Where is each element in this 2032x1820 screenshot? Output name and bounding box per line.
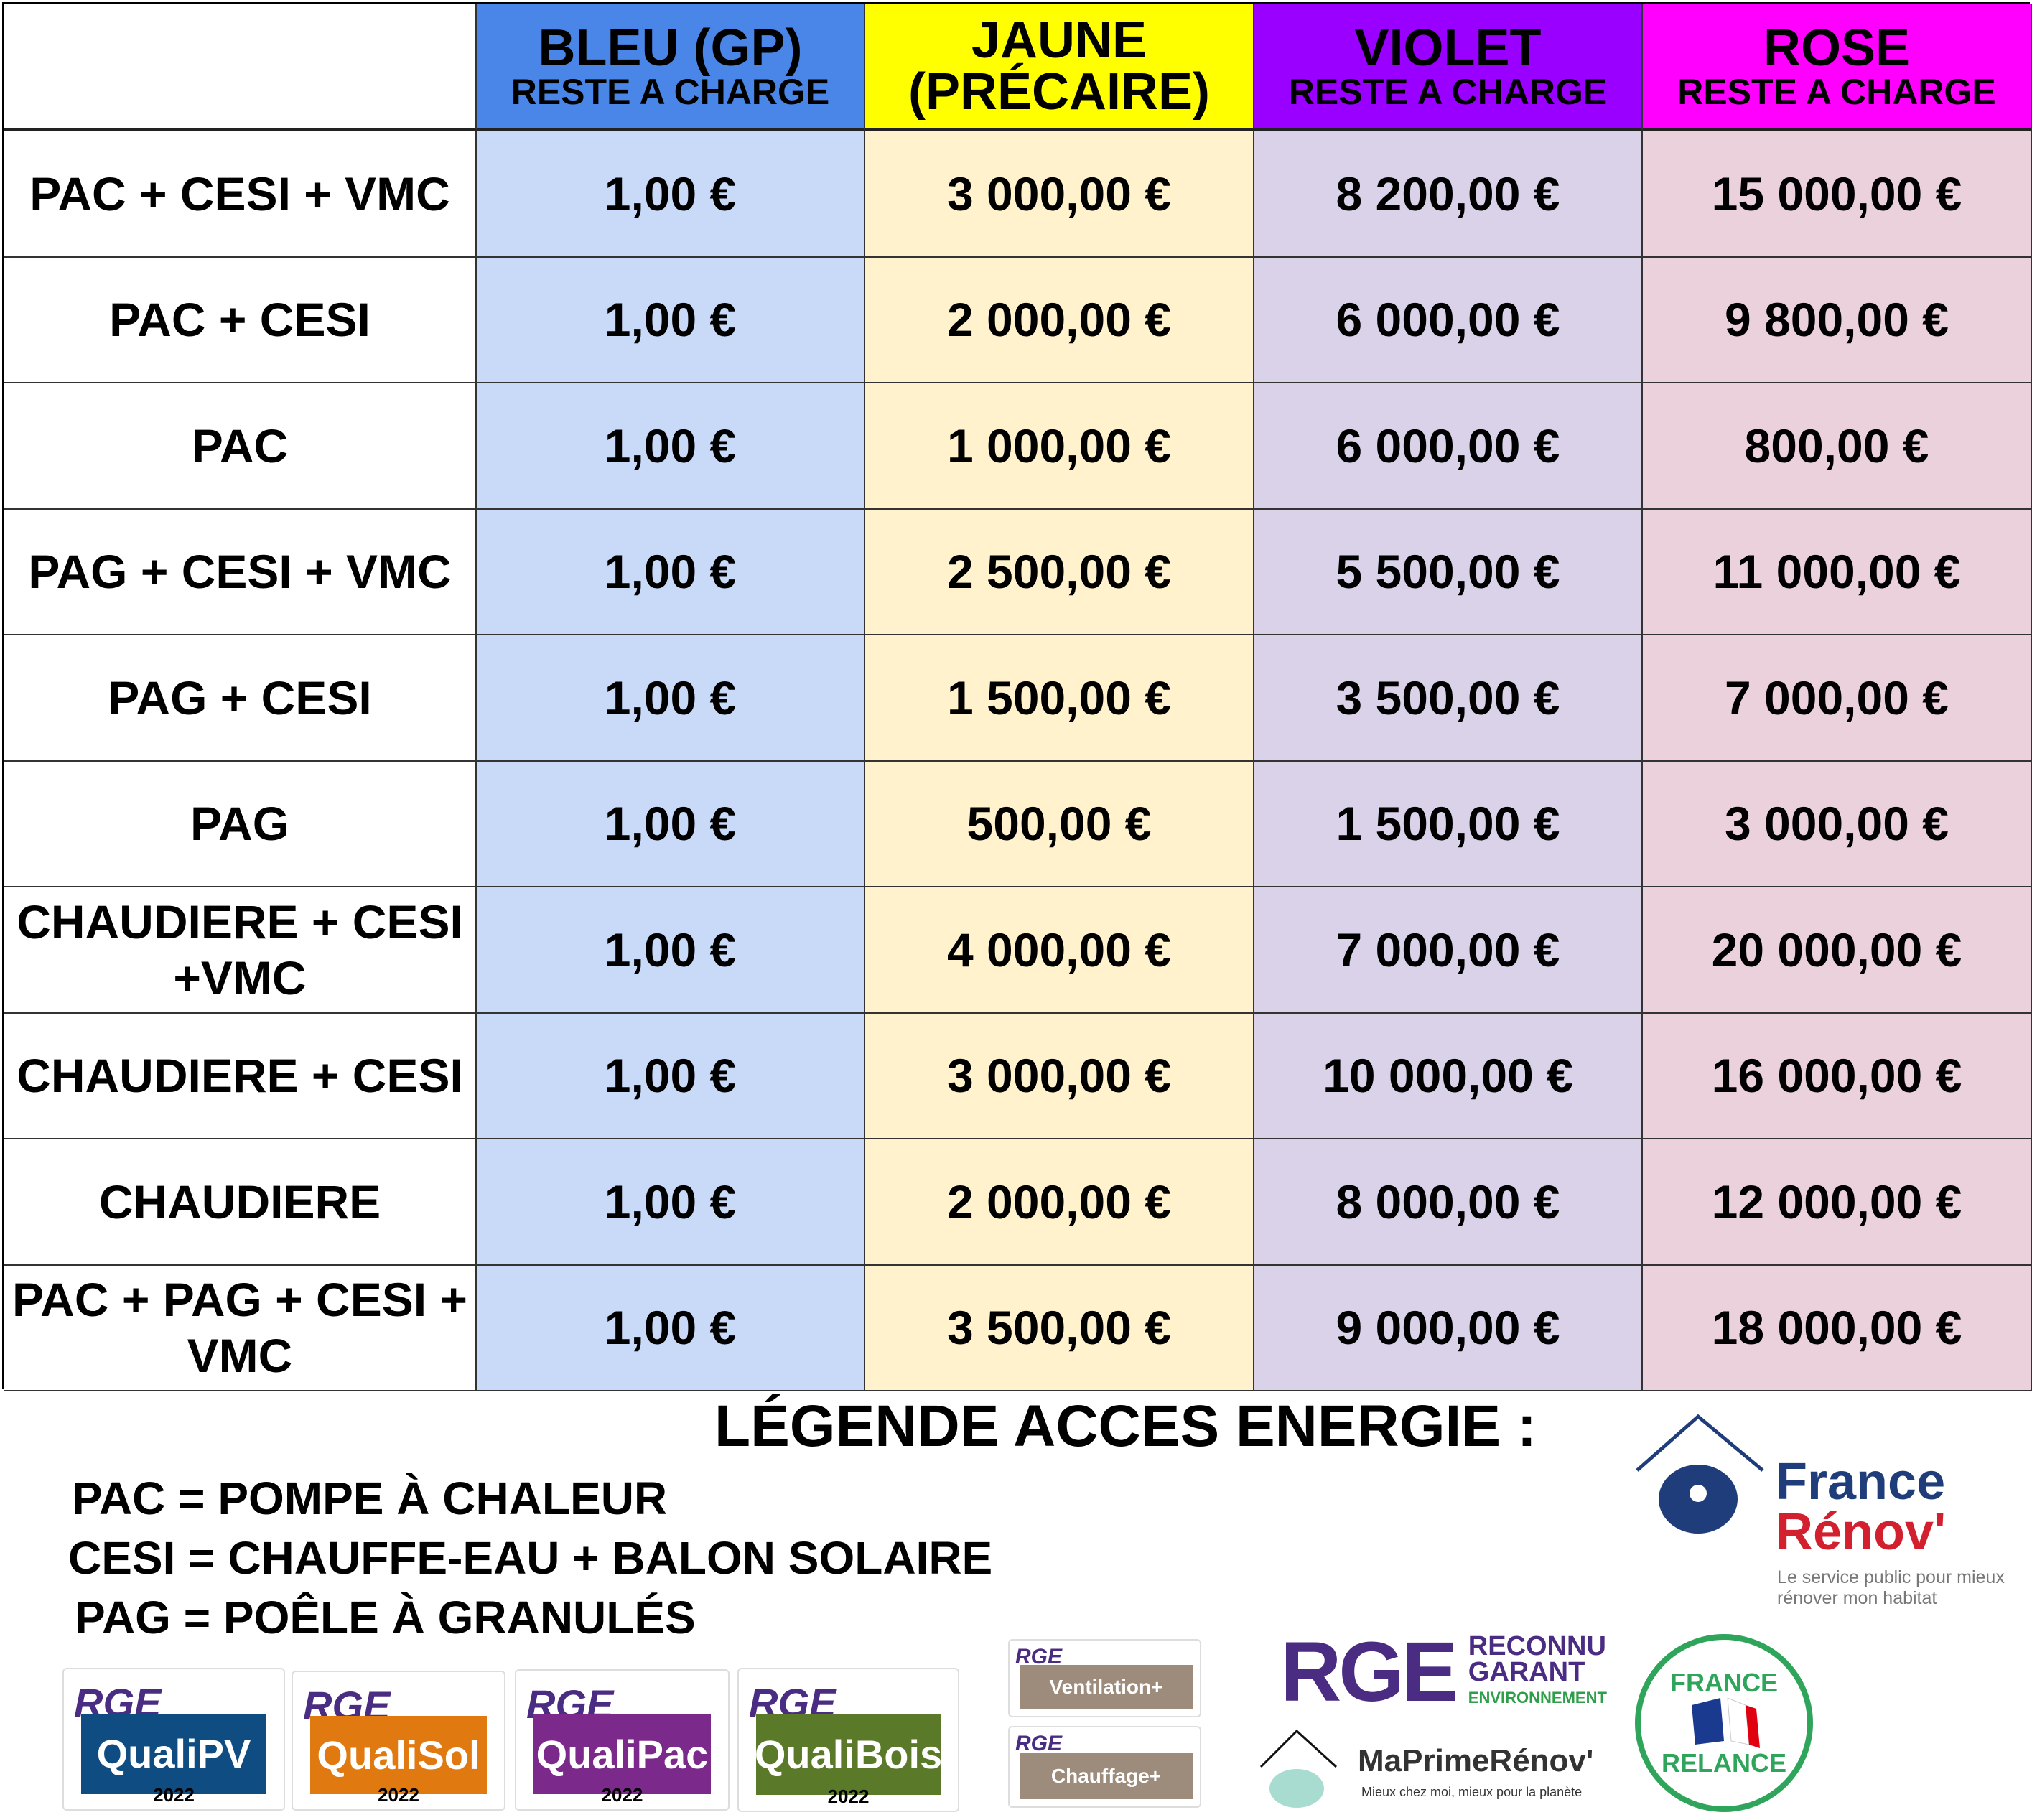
- row-label: PAC + PAG + CESI + VMC: [4, 1265, 477, 1391]
- price-cell: 2 000,00 €: [865, 257, 1254, 383]
- price-cell: 3 500,00 €: [865, 1265, 1254, 1391]
- quali-name: QualiSol: [309, 1715, 488, 1795]
- quali-name: QualiPV: [81, 1713, 266, 1794]
- price-cell: 18 000,00 €: [1643, 1265, 2032, 1391]
- price-cell: 1,00 €: [477, 1139, 865, 1266]
- header-cell: BLEU (GP) RESTE A CHARGE: [477, 4, 865, 131]
- price-cell: 4 000,00 €: [865, 887, 1254, 1014]
- row-label: CHAUDIERE + CESI: [4, 1013, 477, 1139]
- header-title: VIOLET: [1354, 19, 1542, 77]
- row-label: PAG: [4, 761, 477, 887]
- quali-logo: RGE QualiPac 2022: [515, 1669, 730, 1811]
- header-cell: VIOLET RESTE A CHARGE: [1254, 4, 1643, 131]
- price-cell: 3 000,00 €: [1643, 761, 2032, 887]
- rge-garant-logo: RGE RECONNU GARANT ENVIRONNEMENT: [1280, 1624, 1607, 1719]
- price-cell: 1,00 €: [477, 383, 865, 510]
- row-label: PAC: [4, 383, 477, 510]
- price-cell: 15 000,00 €: [1643, 131, 2032, 258]
- price-cell: 1,00 €: [477, 509, 865, 635]
- price-cell: 8 000,00 €: [1254, 1139, 1643, 1266]
- price-cell: 20 000,00 €: [1643, 887, 2032, 1014]
- header-cell: [4, 4, 477, 131]
- price-cell: 1,00 €: [477, 761, 865, 887]
- price-cell: 500,00 €: [865, 761, 1254, 887]
- quali-logo: RGE QualiSol 2022: [292, 1671, 505, 1811]
- quali-logo: RGE QualiPV 2022: [62, 1668, 285, 1811]
- price-cell: 3 500,00 €: [1254, 635, 1643, 762]
- row-label: PAG + CESI: [4, 635, 477, 762]
- quali-logo: RGE QualiBois 2022: [737, 1668, 959, 1812]
- row-label: PAC + CESI: [4, 257, 477, 383]
- price-cell: 800,00 €: [1643, 383, 2032, 510]
- quali-name: QualiPac: [533, 1714, 712, 1794]
- price-cell: 11 000,00 €: [1643, 509, 2032, 635]
- quali-year: 2022: [827, 1786, 870, 1807]
- quali-year: 2022: [153, 1784, 195, 1806]
- price-cell: 2 000,00 €: [865, 1139, 1254, 1266]
- row-label: PAC + CESI + VMC: [4, 131, 477, 258]
- house-icon: [1259, 1729, 1338, 1808]
- legend-line-cesi: CESI = CHAUFFE-EAU + BALON SOLAIRE: [68, 1532, 993, 1584]
- price-cell: 8 200,00 €: [1254, 131, 1643, 258]
- price-cell: 1,00 €: [477, 257, 865, 383]
- header-cell: ROSE RESTE A CHARGE: [1643, 4, 2032, 131]
- price-cell: 6 000,00 €: [1254, 257, 1643, 383]
- price-cell: 1,00 €: [477, 635, 865, 762]
- header-title: ROSE: [1763, 19, 1911, 77]
- header-title: BLEU (GP): [538, 19, 803, 77]
- price-cell: 5 500,00 €: [1254, 509, 1643, 635]
- price-cell: 3 000,00 €: [865, 1013, 1254, 1139]
- price-cell: 1,00 €: [477, 131, 865, 258]
- header-cell: JAUNE (PRÉCAIRE): [865, 4, 1254, 131]
- rge-ventilation-logo: RGE Ventilation+: [1008, 1639, 1201, 1717]
- price-cell: 1,00 €: [477, 887, 865, 1014]
- header-title: JAUNE (PRÉCAIRE): [908, 11, 1210, 121]
- header-subtitle: RESTE A CHARGE: [1288, 72, 1608, 112]
- price-cell: 9 800,00 €: [1643, 257, 2032, 383]
- quali-name: QualiBois: [755, 1713, 942, 1796]
- price-cell: 1,00 €: [477, 1265, 865, 1391]
- header-subtitle: RESTE A CHARGE: [511, 72, 830, 112]
- price-cell: 10 000,00 €: [1254, 1013, 1643, 1139]
- price-cell: 12 000,00 €: [1643, 1139, 2032, 1266]
- quali-year: 2022: [378, 1784, 419, 1806]
- price-table: BLEU (GP) RESTE A CHARGE JAUNE (PRÉCAIRE) V…: [2, 2, 2032, 1391]
- legend-line-pag: PAG = POÊLE À GRANULÉS: [75, 1592, 696, 1643]
- price-cell: 7 000,00 €: [1643, 635, 2032, 762]
- row-label: CHAUDIERE + CESI +VMC: [4, 887, 477, 1014]
- legend-title: LÉGENDE ACCES ENERGIE :: [714, 1394, 1537, 1459]
- price-cell: 1 500,00 €: [865, 635, 1254, 762]
- price-cell: 1 500,00 €: [1254, 761, 1643, 887]
- price-cell: 16 000,00 €: [1643, 1013, 2032, 1139]
- price-cell: 3 000,00 €: [865, 131, 1254, 258]
- row-label: PAG + CESI + VMC: [4, 509, 477, 635]
- rge-chauffage-logo: RGE Chauffage+: [1008, 1726, 1201, 1808]
- france-relance-logo: FRANCE RELANCE: [1635, 1634, 1813, 1812]
- flags-icon: [1692, 1698, 1760, 1748]
- maprimerenov-logo: MaPrimeRénov' Mieux chez moi, mieux pour…: [1257, 1727, 1594, 1808]
- price-cell: 1,00 €: [477, 1013, 865, 1139]
- quali-year: 2022: [601, 1784, 643, 1806]
- price-cell: 6 000,00 €: [1254, 383, 1643, 510]
- row-label: CHAUDIERE: [4, 1139, 477, 1266]
- france-renov-logo: France Rénov' Le service public pour mie…: [1633, 1413, 2025, 1614]
- legend-line-pac: PAC = POMPE À CHALEUR: [72, 1473, 668, 1524]
- price-cell: 1 000,00 €: [865, 383, 1254, 510]
- price-cell: 9 000,00 €: [1254, 1265, 1643, 1391]
- price-cell: 2 500,00 €: [865, 509, 1254, 635]
- price-cell: 7 000,00 €: [1254, 887, 1643, 1014]
- house-icon: [1636, 1414, 1764, 1534]
- header-subtitle: RESTE A CHARGE: [1677, 72, 1996, 112]
